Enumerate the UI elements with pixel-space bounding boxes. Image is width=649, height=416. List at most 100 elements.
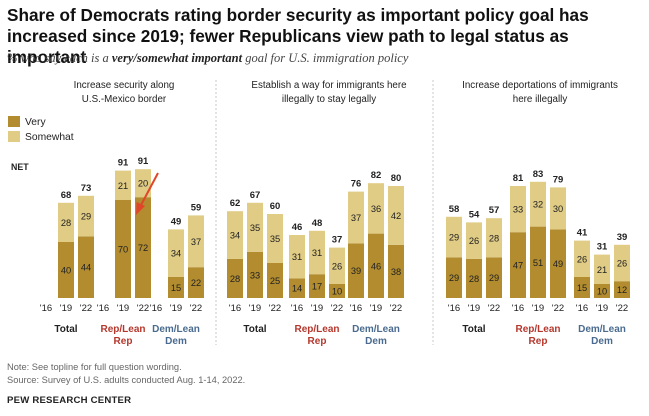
bar-very	[446, 257, 462, 298]
data-label-very: 40	[61, 266, 71, 276]
data-label-net: 60	[270, 201, 281, 212]
data-label-net: 62	[230, 198, 241, 209]
data-label-somewhat: 26	[469, 236, 479, 246]
panel-title: Increase security along	[74, 80, 175, 91]
year-tick-label: '16	[291, 303, 303, 314]
legend-swatch-somewhat	[8, 131, 20, 142]
group-label: Dem	[165, 336, 187, 347]
bar-very	[594, 284, 610, 298]
bar-very	[267, 263, 283, 298]
bar-somewhat	[348, 191, 364, 244]
data-label-very: 46	[371, 261, 381, 271]
data-label-somewhat: 37	[351, 213, 361, 223]
year-tick-label: '22	[269, 303, 281, 314]
year-tick-label: '22	[616, 303, 628, 314]
group-label: Dem/Lean	[578, 324, 626, 335]
year-tick-label: '19	[468, 303, 480, 314]
data-label-very: 22	[191, 278, 201, 288]
data-label-somewhat: 26	[577, 254, 587, 264]
annotation-arrow-icon	[136, 202, 145, 215]
bar-very	[115, 200, 131, 298]
year-tick-label: '16	[40, 303, 52, 314]
bar-somewhat	[247, 202, 263, 252]
data-label-very: 51	[533, 258, 543, 268]
panel-title: illegally to stay legally	[282, 94, 376, 105]
data-label-very: 33	[250, 270, 260, 280]
data-label-somewhat: 20	[138, 179, 148, 189]
year-tick-label: '16	[150, 303, 162, 314]
data-label-very: 10	[597, 287, 607, 297]
data-label-somewhat: 26	[617, 259, 627, 269]
data-label-net: 82	[371, 170, 382, 181]
subtitle-before: % who say each is a	[7, 51, 112, 65]
data-label-net: 81	[513, 173, 524, 184]
data-label-net: 79	[553, 174, 564, 185]
bar-very	[289, 278, 305, 298]
bar-very	[168, 277, 184, 298]
year-tick-label: '22	[488, 303, 500, 314]
group-label: Total	[54, 324, 77, 335]
legend-label-somewhat: Somewhat	[25, 132, 74, 143]
data-label-somewhat: 26	[332, 261, 342, 271]
data-label-somewhat: 35	[270, 234, 280, 244]
data-label-somewhat: 36	[371, 204, 381, 214]
bar-very	[309, 274, 325, 298]
bar-very	[510, 232, 526, 298]
bar-very	[135, 197, 151, 298]
bar-somewhat	[58, 202, 74, 242]
data-label-net: 39	[617, 232, 628, 243]
bar-somewhat	[329, 247, 345, 284]
data-label-very: 44	[81, 263, 91, 273]
data-label-somewhat: 28	[489, 233, 499, 243]
data-label-net: 80	[391, 173, 402, 184]
bar-somewhat	[309, 230, 325, 275]
data-label-net: 58	[449, 204, 460, 215]
data-label-somewhat: 21	[118, 181, 128, 191]
bar-very	[486, 257, 502, 298]
data-label-somewhat: 34	[171, 249, 181, 259]
chart-title: Share of Democrats rating border securit…	[7, 5, 589, 67]
data-label-very: 10	[332, 287, 342, 297]
bar-somewhat	[594, 254, 610, 284]
data-label-very: 28	[230, 274, 240, 284]
bar-somewhat	[135, 169, 151, 198]
bar-very	[388, 244, 404, 298]
year-tick-label: '16	[576, 303, 588, 314]
bar-somewhat	[614, 244, 630, 282]
bar-very	[58, 242, 74, 298]
year-tick-label: '19	[170, 303, 182, 314]
year-tick-label: '19	[596, 303, 608, 314]
panel-title: Establish a way for immigrants here	[251, 80, 407, 91]
year-tick-label: '16	[97, 303, 109, 314]
panel-title: Increase deportations of immigrants	[462, 80, 618, 91]
data-label-very: 28	[469, 274, 479, 284]
data-label-very: 15	[577, 283, 587, 293]
data-label-somewhat: 28	[61, 218, 71, 228]
data-label-net: 46	[292, 222, 303, 233]
data-label-net: 83	[533, 169, 544, 180]
legend-label-very: Very	[25, 117, 46, 128]
bar-very	[247, 251, 263, 298]
data-label-net: 91	[118, 158, 129, 169]
year-tick-label: '22	[190, 303, 202, 314]
data-label-net: 37	[332, 235, 343, 246]
bar-very	[466, 258, 482, 298]
subtitle-after: goal for U.S. immigration policy	[242, 51, 409, 65]
data-label-somewhat: 31	[292, 252, 302, 262]
group-label: Dem/Lean	[152, 324, 200, 335]
group-label: Rep	[308, 336, 327, 347]
panel-title: here illegally	[513, 94, 568, 105]
group-label: Rep/Lean	[515, 324, 560, 335]
bar-somewhat	[466, 222, 482, 259]
year-tick-label: '22	[331, 303, 343, 314]
data-label-net: 73	[81, 183, 92, 194]
footer-source: Source: Survey of U.S. adults conducted …	[7, 375, 246, 385]
data-label-very: 72	[138, 243, 148, 253]
year-tick-label: '22	[137, 303, 149, 314]
data-label-net: 76	[351, 179, 362, 190]
panel-title: U.S.-Mexico border	[82, 94, 167, 105]
year-tick-label: '16	[448, 303, 460, 314]
bar-very	[78, 236, 94, 298]
bar-somewhat	[510, 186, 526, 233]
